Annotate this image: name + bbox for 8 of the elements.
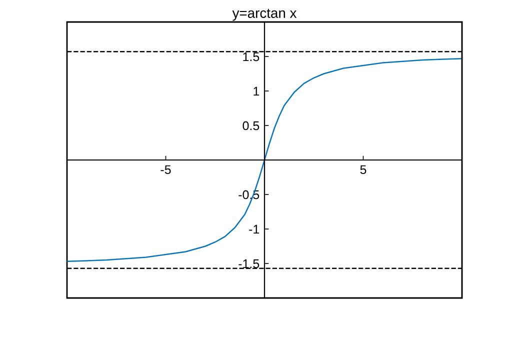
x-tick-label: -5	[160, 165, 171, 174]
chart-title: y=arctan x	[232, 8, 297, 21]
y-tick-label: 0.5	[242, 121, 260, 130]
y-tick-label: 1.5	[243, 52, 260, 62]
y-tick-label: -1.5	[238, 259, 260, 268]
x-tick-label: 5	[360, 165, 366, 174]
y-tick-label: 1	[254, 86, 260, 96]
y-tick-label: -1	[249, 224, 260, 234]
